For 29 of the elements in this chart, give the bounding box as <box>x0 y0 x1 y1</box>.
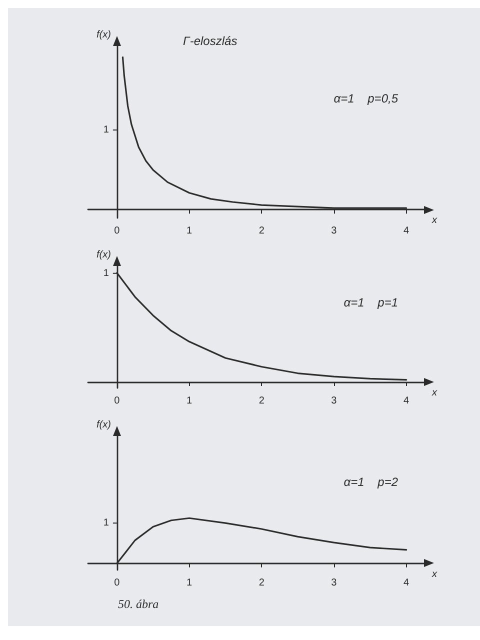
annotation: 1 <box>103 518 110 529</box>
x-tick-label: 1 <box>186 226 192 236</box>
x-tick-label: 3 <box>331 578 338 588</box>
x-tick-label: 3 <box>331 396 338 406</box>
x-axis-title: x <box>431 388 438 398</box>
x-tick-label: 2 <box>258 578 265 588</box>
x-tick-label: 4 <box>404 226 410 236</box>
x-tick-label: 3 <box>331 226 338 236</box>
x-tick-label: 4 <box>404 578 410 588</box>
x-tick-label: 1 <box>186 578 192 588</box>
x-tick-label: 0 <box>114 578 120 588</box>
x-tick-label: 1 <box>186 396 192 406</box>
text: α=1 p=2 <box>344 475 398 489</box>
annotation: 1 <box>103 268 110 279</box>
annotation: α=1 p=1 <box>344 295 398 310</box>
chart-title: Γ-eloszlás <box>183 34 238 48</box>
x-tick-label: 0 <box>114 226 120 236</box>
x-axis-title: x <box>431 568 438 580</box>
annotation: 1 <box>103 124 110 136</box>
annotation: α=1 p=0,5 <box>334 91 398 106</box>
x-tick-label: 0 <box>114 396 120 406</box>
y-axis-title: f(x) <box>96 30 111 40</box>
y-axis-title: f(x) <box>96 250 111 260</box>
x-tick-label: 2 <box>258 396 265 406</box>
x-tick-label: 4 <box>404 396 410 406</box>
x-tick-label: 2 <box>258 226 265 236</box>
text: 50. ábra <box>118 597 159 611</box>
y-axis-title: f(x) <box>96 420 111 430</box>
x-axis-title: x <box>431 215 438 226</box>
